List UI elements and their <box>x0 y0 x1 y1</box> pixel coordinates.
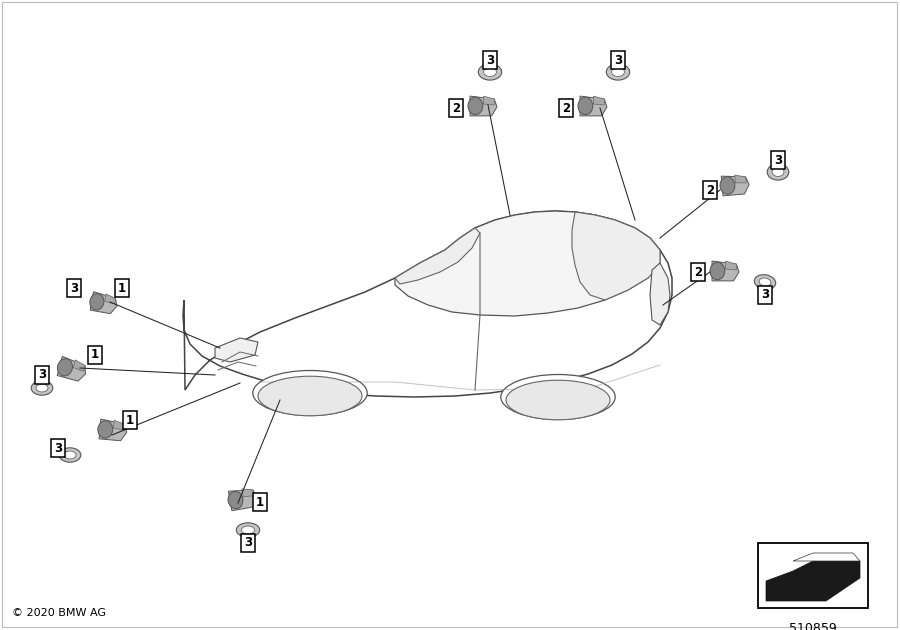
Ellipse shape <box>36 384 48 392</box>
Polygon shape <box>73 360 85 371</box>
Text: 1: 1 <box>256 496 264 508</box>
Ellipse shape <box>64 451 76 459</box>
FancyBboxPatch shape <box>758 543 868 608</box>
Ellipse shape <box>759 278 771 286</box>
Ellipse shape <box>754 275 776 289</box>
Text: 510859: 510859 <box>789 622 837 630</box>
Ellipse shape <box>59 448 81 462</box>
Text: 2: 2 <box>452 101 460 115</box>
Text: 2: 2 <box>562 101 570 115</box>
Ellipse shape <box>237 523 260 537</box>
Polygon shape <box>58 357 86 381</box>
Text: 3: 3 <box>486 54 494 67</box>
Text: 1: 1 <box>118 282 126 294</box>
Ellipse shape <box>98 421 112 438</box>
Ellipse shape <box>612 67 625 76</box>
Text: © 2020 BMW AG: © 2020 BMW AG <box>12 608 106 618</box>
Polygon shape <box>725 261 736 270</box>
Polygon shape <box>593 96 604 105</box>
Polygon shape <box>580 96 607 116</box>
Ellipse shape <box>500 374 616 420</box>
Polygon shape <box>215 338 258 362</box>
Polygon shape <box>572 212 660 300</box>
Ellipse shape <box>506 380 610 420</box>
Polygon shape <box>90 292 117 314</box>
Text: 1: 1 <box>126 413 134 427</box>
Text: 3: 3 <box>244 537 252 549</box>
Ellipse shape <box>478 64 501 80</box>
Polygon shape <box>229 490 256 511</box>
Text: 2: 2 <box>706 183 714 197</box>
Polygon shape <box>650 263 670 325</box>
Polygon shape <box>183 211 672 397</box>
Text: 3: 3 <box>54 442 62 454</box>
Text: 2: 2 <box>694 265 702 278</box>
Polygon shape <box>113 420 125 430</box>
Polygon shape <box>483 96 494 105</box>
Polygon shape <box>395 211 660 316</box>
Ellipse shape <box>607 64 630 80</box>
Ellipse shape <box>468 97 482 115</box>
Polygon shape <box>721 176 749 196</box>
Ellipse shape <box>578 97 593 115</box>
Polygon shape <box>242 489 254 496</box>
Ellipse shape <box>253 370 367 416</box>
Text: 3: 3 <box>38 369 46 382</box>
Ellipse shape <box>241 526 255 534</box>
Polygon shape <box>734 175 746 183</box>
Polygon shape <box>766 561 860 601</box>
Polygon shape <box>104 294 115 304</box>
Ellipse shape <box>710 262 724 280</box>
Text: 3: 3 <box>614 54 622 67</box>
Text: 3: 3 <box>760 289 770 302</box>
Ellipse shape <box>720 177 735 194</box>
Ellipse shape <box>32 381 53 395</box>
Polygon shape <box>99 419 127 441</box>
Text: 3: 3 <box>70 282 78 294</box>
Text: 3: 3 <box>774 154 782 166</box>
Ellipse shape <box>767 164 788 180</box>
Polygon shape <box>395 228 480 284</box>
Ellipse shape <box>258 376 362 416</box>
Ellipse shape <box>58 358 73 376</box>
Polygon shape <box>793 553 860 561</box>
Text: 1: 1 <box>91 348 99 362</box>
Ellipse shape <box>772 168 784 176</box>
Ellipse shape <box>90 294 104 310</box>
Ellipse shape <box>483 67 497 76</box>
Polygon shape <box>470 96 497 116</box>
Ellipse shape <box>228 491 243 508</box>
Polygon shape <box>712 261 739 281</box>
